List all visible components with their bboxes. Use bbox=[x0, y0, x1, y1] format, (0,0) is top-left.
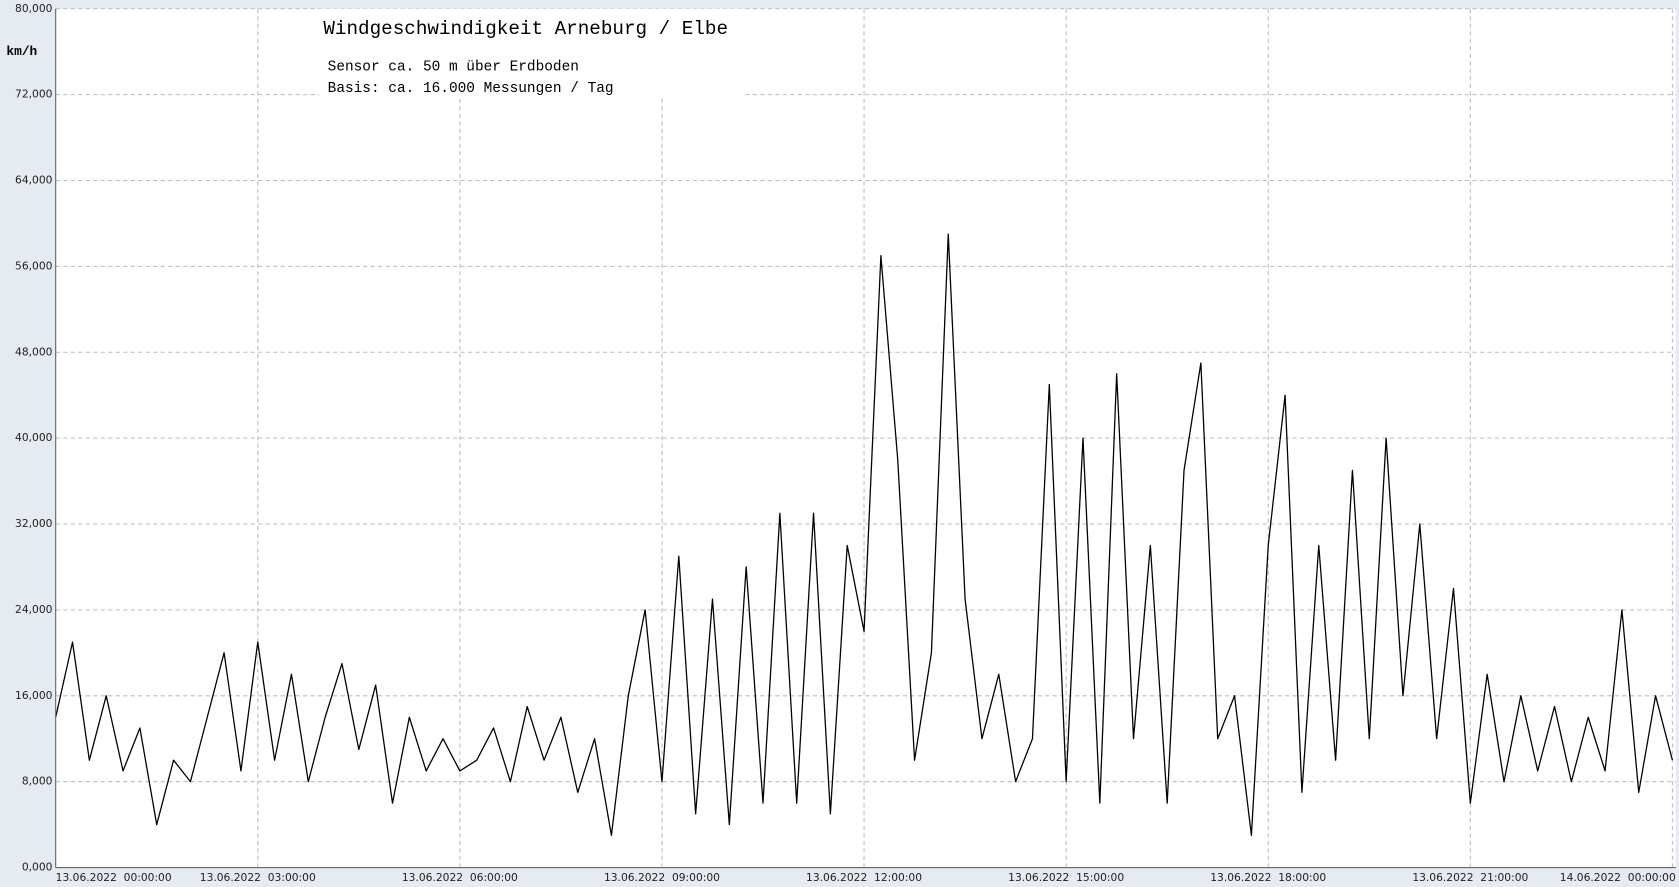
chart-title: Windgeschwindigkeit Arneburg / Elbe bbox=[323, 18, 728, 40]
y-tick-label: 0,000 bbox=[22, 861, 53, 874]
y-tick-label: 24,000 bbox=[15, 603, 53, 616]
y-tick-label: 72,000 bbox=[15, 88, 53, 101]
data-line bbox=[55, 233, 1674, 836]
x-tick-label: 13.06.2022 06:00:00 bbox=[402, 871, 518, 884]
marks bbox=[55, 233, 1674, 836]
x-tick-label: 13.06.2022 18:00:00 bbox=[1210, 871, 1326, 884]
title-box bbox=[319, 8, 746, 97]
y-tick-label: 16,000 bbox=[15, 689, 53, 702]
y-tick-label: 48,000 bbox=[15, 345, 53, 358]
x-tick-label: 13.06.2022 00:00:00 bbox=[56, 871, 172, 884]
x-tick-label: 13.06.2022 15:00:00 bbox=[1008, 871, 1124, 884]
y-axis-label: km/h bbox=[6, 44, 37, 59]
y-tick-label: 56,000 bbox=[15, 259, 53, 272]
y-tick-label: 32,000 bbox=[15, 517, 53, 530]
y-tick-label: 40,000 bbox=[15, 431, 53, 444]
y-tick-label: 80,000 bbox=[15, 2, 53, 15]
annotation: Basis: ca. 16.000 Messungen / Tag bbox=[328, 81, 614, 97]
x-tick-label: 13.06.2022 12:00:00 bbox=[806, 871, 922, 884]
chart-subtitle: Sensor ca. 50 m über Erdboden bbox=[328, 59, 579, 75]
y-tick-label: 8,000 bbox=[22, 775, 53, 788]
x-tick-label: 13.06.2022 09:00:00 bbox=[604, 871, 720, 884]
y-tick-label: 64,000 bbox=[15, 174, 53, 187]
labels: 0,000 8,000 16,000 24,000 32,000 40,000 48,000… bbox=[15, 2, 1676, 884]
x-tick-label: 13.06.2022 03:00:00 bbox=[200, 871, 316, 884]
x-tick-label: 13.06.2022 21:00:00 bbox=[1412, 871, 1528, 884]
x-tick-label: 14.06.2022 00:00:00 bbox=[1560, 871, 1676, 884]
